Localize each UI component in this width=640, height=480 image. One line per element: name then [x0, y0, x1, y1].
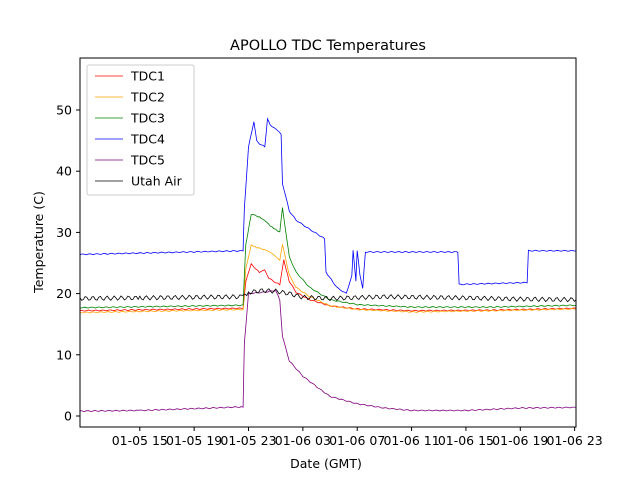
y-tick-label: 40 — [56, 164, 72, 179]
series-line-tdc1 — [79, 259, 577, 312]
legend-label-tdc1: TDC1 — [130, 69, 165, 84]
x-tick-label: 01-05 15 — [112, 433, 168, 448]
plot-frame — [79, 57, 577, 428]
x-tick-label: 01-05 23 — [220, 433, 276, 448]
legend-label-utah-air: Utah Air — [131, 174, 183, 189]
y-axis-label: Temperature (C) — [31, 191, 46, 294]
y-axis-ticks: 0 10 20 30 40 50 — [56, 103, 80, 423]
series-line-tdc2 — [79, 244, 577, 314]
x-tick-label: 01-06 11 — [383, 433, 439, 448]
x-tick-label: 01-06 15 — [438, 433, 494, 448]
series-line-tdc3 — [80, 207, 577, 309]
x-tick-label: 01-06 03 — [275, 433, 331, 448]
x-tick-label: 01-06 19 — [492, 433, 548, 448]
y-tick-label: 20 — [56, 286, 72, 301]
series-line-utah-air — [79, 288, 577, 303]
x-tick-label: 01-06 07 — [329, 433, 385, 448]
series-line-tdc4 — [79, 117, 577, 294]
y-tick-label: 0 — [64, 408, 72, 423]
x-tick-label: 01-06 23 — [547, 433, 603, 448]
legend: TDC1 TDC2 TDC3 TDC4 TDC5 Utah Air — [86, 64, 195, 196]
y-tick-label: 50 — [56, 103, 72, 118]
series-line-tdc5 — [79, 290, 577, 412]
legend-label-tdc2: TDC2 — [130, 90, 165, 105]
legend-label-tdc3: TDC3 — [130, 111, 165, 126]
legend-box — [86, 64, 195, 196]
y-tick-label: 30 — [56, 225, 72, 240]
legend-items: TDC1 TDC2 TDC3 TDC4 TDC5 Utah Air — [95, 69, 183, 189]
x-axis-label: Date (GMT) — [290, 456, 362, 471]
series-layer — [79, 117, 577, 412]
y-tick-label: 10 — [56, 347, 72, 362]
chart-title: APOLLO TDC Temperatures — [230, 38, 426, 54]
legend-label-tdc5: TDC5 — [130, 153, 165, 168]
legend-label-tdc4: TDC4 — [130, 132, 165, 147]
x-tick-label: 01-05 19 — [166, 433, 222, 448]
